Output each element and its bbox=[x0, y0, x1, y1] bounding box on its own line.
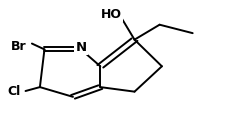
Text: N: N bbox=[75, 41, 86, 54]
Text: HO: HO bbox=[101, 8, 122, 21]
Text: Br: Br bbox=[11, 40, 26, 53]
Text: Cl: Cl bbox=[7, 85, 21, 98]
